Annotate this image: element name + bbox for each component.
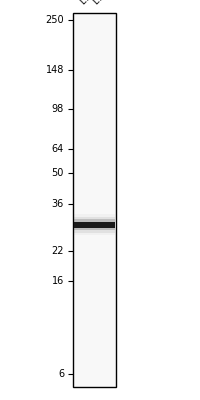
Bar [74, 217, 115, 222]
Bar [74, 214, 115, 222]
Bar [74, 222, 115, 228]
Bar [73, 13, 116, 387]
Text: L122/6 NeuroMab: L122/6 NeuroMab [78, 0, 140, 6]
Bar [74, 228, 115, 233]
Text: 50: 50 [51, 168, 64, 178]
Bar [74, 228, 115, 230]
Text: L122/6 Recombinant Chicken mAb: L122/6 Recombinant Chicken mAb [92, 0, 200, 6]
Text: 250: 250 [45, 15, 64, 25]
Text: 148: 148 [45, 65, 64, 75]
Text: 22: 22 [51, 246, 64, 256]
Text: 16: 16 [52, 276, 64, 286]
Text: 98: 98 [52, 104, 64, 114]
Bar [74, 228, 115, 236]
Bar [74, 219, 115, 222]
Text: 36: 36 [52, 199, 64, 209]
Text: 64: 64 [52, 144, 64, 154]
Text: 6: 6 [58, 370, 64, 380]
